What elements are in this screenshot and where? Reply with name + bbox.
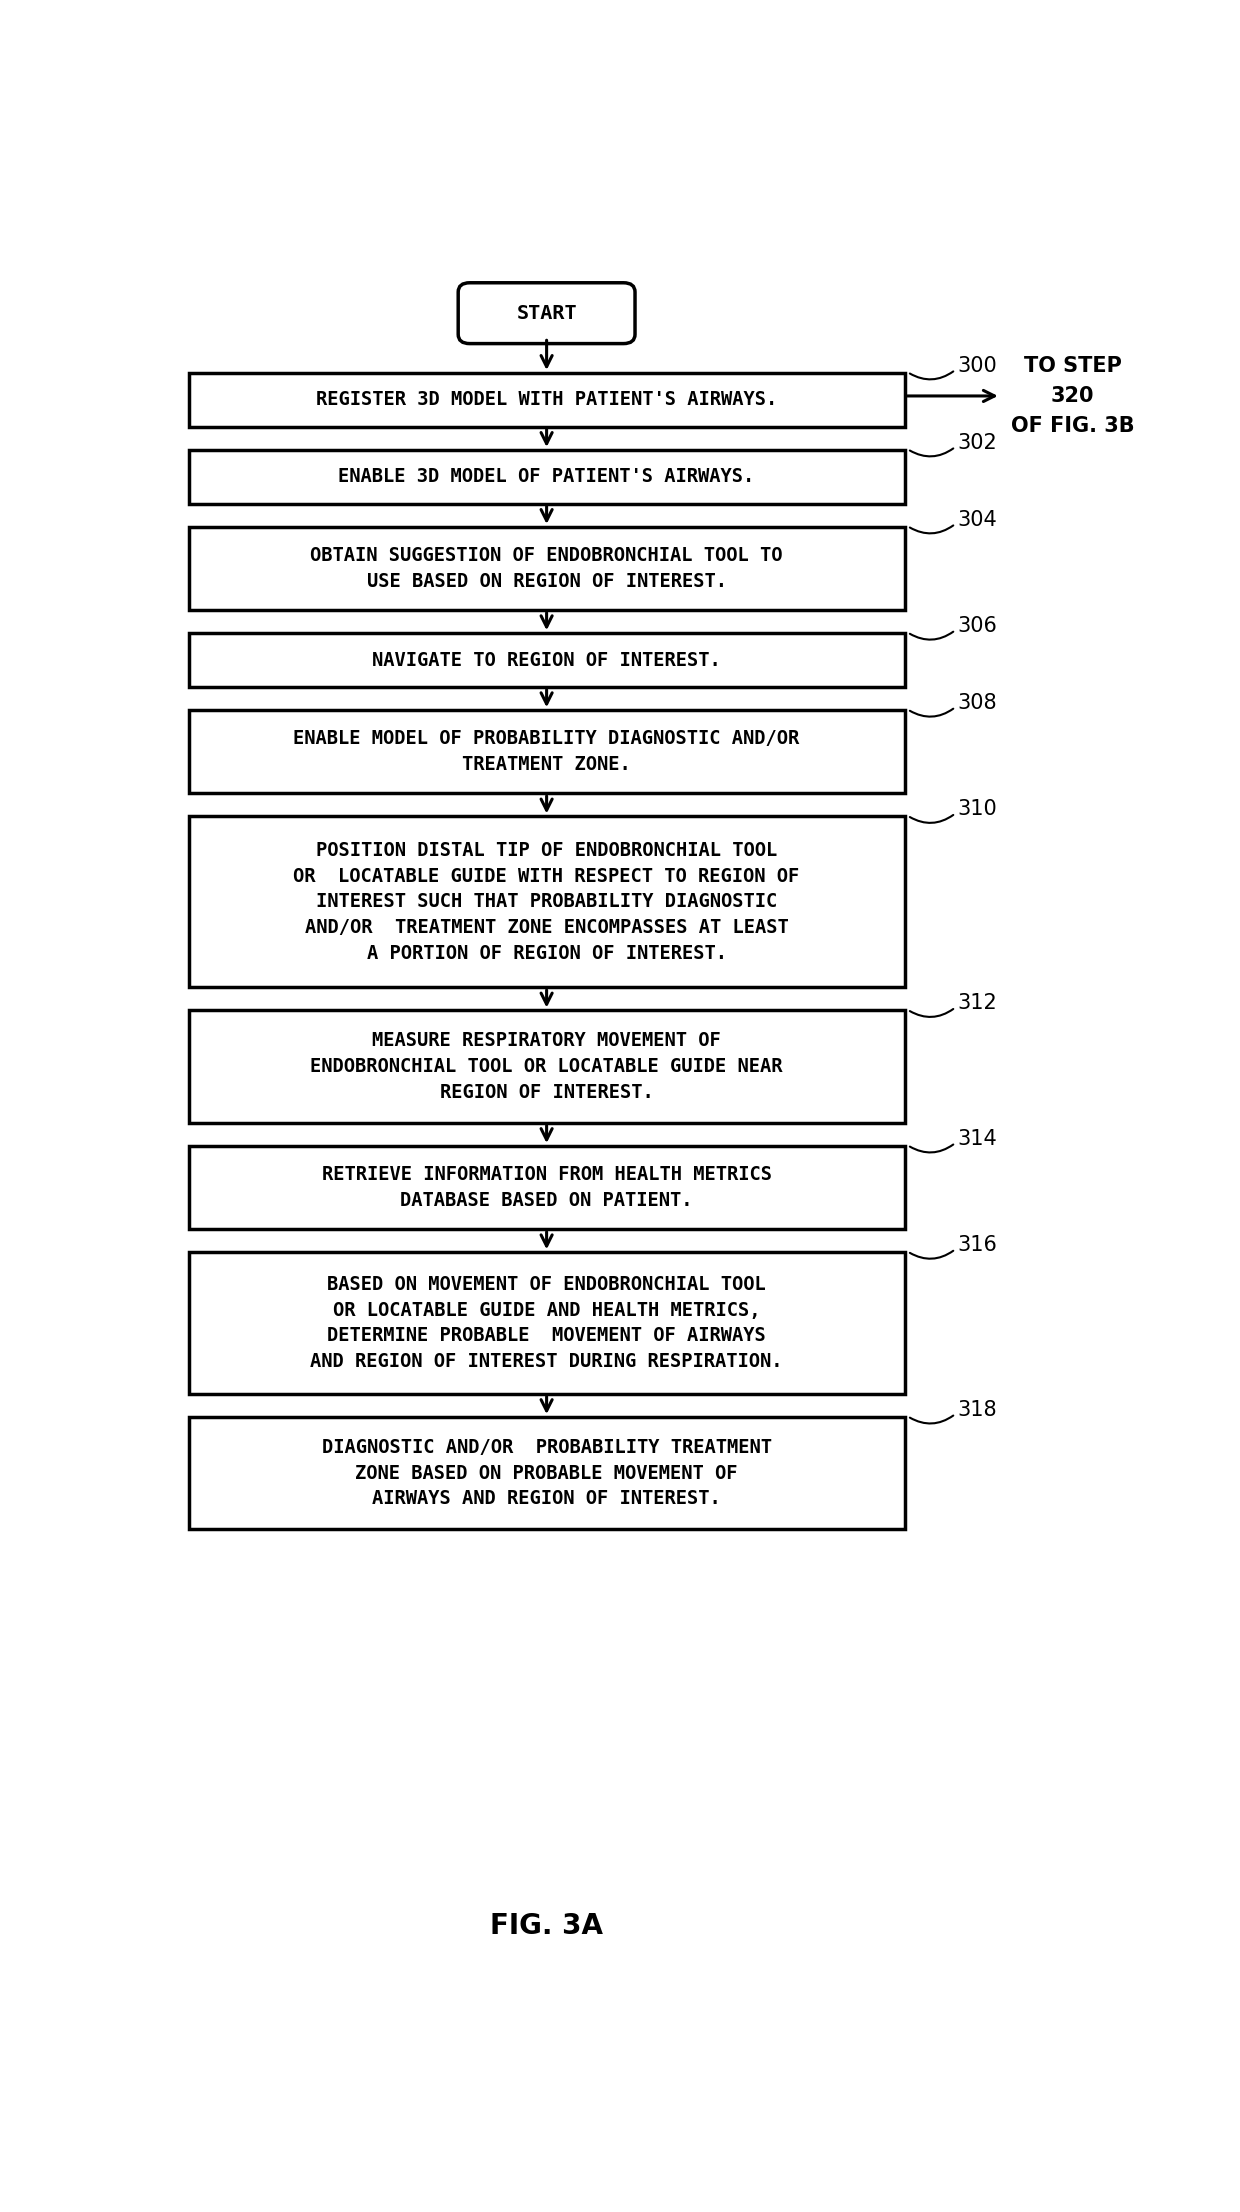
Bar xyxy=(188,374,905,427)
Text: NAVIGATE TO REGION OF INTEREST.: NAVIGATE TO REGION OF INTEREST. xyxy=(372,650,720,670)
Text: MEASURE RESPIRATORY MOVEMENT OF
ENDOBRONCHIAL TOOL OR LOCATABLE GUIDE NEAR
REGIO: MEASURE RESPIRATORY MOVEMENT OF ENDOBRON… xyxy=(310,1031,782,1102)
Text: 312: 312 xyxy=(957,993,997,1013)
Text: 304: 304 xyxy=(957,511,997,531)
Text: 302: 302 xyxy=(957,434,997,453)
Text: REGISTER 3D MODEL WITH PATIENT'S AIRWAYS.: REGISTER 3D MODEL WITH PATIENT'S AIRWAYS… xyxy=(316,389,777,409)
Text: 300: 300 xyxy=(957,356,997,376)
Bar xyxy=(188,1011,905,1124)
Bar xyxy=(188,1252,905,1394)
Bar xyxy=(188,816,905,987)
Text: DIAGNOSTIC AND/OR  PROBABILITY TREATMENT
ZONE BASED ON PROBABLE MOVEMENT OF
AIRW: DIAGNOSTIC AND/OR PROBABILITY TREATMENT … xyxy=(321,1438,771,1509)
Text: 306: 306 xyxy=(957,617,997,637)
Bar xyxy=(188,449,905,504)
Bar xyxy=(188,710,905,794)
Bar xyxy=(188,1418,905,1528)
Text: START: START xyxy=(516,303,577,323)
Text: FIG. 3A: FIG. 3A xyxy=(490,1913,603,1940)
Text: TO STEP
320
OF FIG. 3B: TO STEP 320 OF FIG. 3B xyxy=(1011,356,1135,436)
Text: RETRIEVE INFORMATION FROM HEALTH METRICS
DATABASE BASED ON PATIENT.: RETRIEVE INFORMATION FROM HEALTH METRICS… xyxy=(321,1166,771,1210)
Bar xyxy=(188,633,905,688)
Text: 314: 314 xyxy=(957,1128,997,1148)
FancyBboxPatch shape xyxy=(459,283,635,343)
Text: ENABLE MODEL OF PROBABILITY DIAGNOSTIC AND/OR
TREATMENT ZONE.: ENABLE MODEL OF PROBABILITY DIAGNOSTIC A… xyxy=(294,730,800,774)
Text: 316: 316 xyxy=(957,1234,997,1254)
Text: 318: 318 xyxy=(957,1400,997,1420)
Bar xyxy=(188,1146,905,1230)
Text: POSITION DISTAL TIP OF ENDOBRONCHIAL TOOL
OR  LOCATABLE GUIDE WITH RESPECT TO RE: POSITION DISTAL TIP OF ENDOBRONCHIAL TOO… xyxy=(294,841,800,962)
Text: 308: 308 xyxy=(957,692,997,712)
Bar xyxy=(188,526,905,611)
Text: ENABLE 3D MODEL OF PATIENT'S AIRWAYS.: ENABLE 3D MODEL OF PATIENT'S AIRWAYS. xyxy=(339,467,755,487)
Text: 310: 310 xyxy=(957,799,997,818)
Text: BASED ON MOVEMENT OF ENDOBRONCHIAL TOOL
OR LOCATABLE GUIDE AND HEALTH METRICS,
D: BASED ON MOVEMENT OF ENDOBRONCHIAL TOOL … xyxy=(310,1274,782,1371)
Text: OBTAIN SUGGESTION OF ENDOBRONCHIAL TOOL TO
USE BASED ON REGION OF INTEREST.: OBTAIN SUGGESTION OF ENDOBRONCHIAL TOOL … xyxy=(310,546,782,591)
